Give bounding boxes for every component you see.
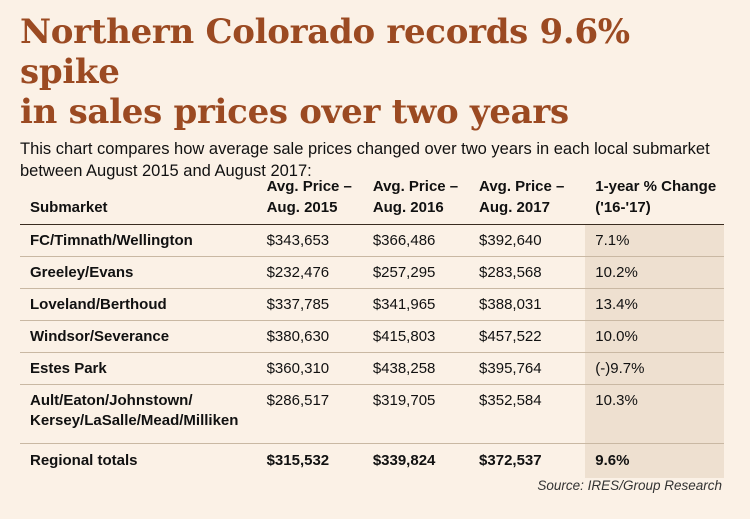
cell-price-2015: $360,310 [266,352,373,385]
cell-total-2017: $372,537 [479,443,586,478]
cell-change: 7.1% [585,224,724,257]
cell-total-change: 9.6% [585,443,724,478]
cell-price-2015: $380,630 [266,320,373,353]
cell-submarket: Loveland/Berthoud [20,288,267,321]
price-table: Submarket Avg. Price – Aug. 2015 Avg. Pr… [20,176,724,478]
cell-price-2015: $343,653 [266,224,373,257]
cell-price-2017: $457,522 [479,320,586,353]
cell-total-2016: $339,824 [372,443,480,478]
table-row: Greeley/Evans $232,476 $257,295 $283,568… [20,256,724,289]
cell-change: 10.2% [585,256,724,289]
cell-price-2015: $337,785 [266,288,373,321]
cell-price-2017: $388,031 [479,288,586,321]
header-aug-2017: Avg. Price – Aug. 2017 [479,176,586,225]
chart-subtitle: This chart compares how average sale pri… [20,138,726,182]
header-2015-line-2: Aug. 2015 [266,199,338,216]
header-2017-line-2: Aug. 2017 [479,199,550,216]
header-2016-line-2: Aug. 2016 [372,199,444,216]
source-note: Source: IRES/Group Research [537,478,722,493]
totals-row: Regional totals $315,532 $339,824 $372,5… [20,443,724,478]
cell-price-2016: $257,295 [372,256,480,289]
cell-price-2015: $286,517 [266,384,373,444]
header-1yr-change: 1-year % Change ('16-'17) [585,176,724,225]
cell-price-2016: $438,258 [372,352,480,385]
header-submarket-line-1: Submarket [30,199,108,216]
subtitle-line-2: between August 2015 and August 2017: [20,162,312,180]
table-row: Ault/Eaton/Johnstown/ Kersey/LaSalle/Mea… [20,384,724,444]
table-row: Loveland/Berthoud $337,785 $341,965 $388… [20,288,724,321]
cell-submarket: FC/Timnath/Wellington [20,224,267,257]
subtitle-line-1: This chart compares how average sale pri… [20,140,710,158]
cell-totals-label: Regional totals [20,443,267,478]
cell-price-2015: $232,476 [266,256,373,289]
cell-change: 10.3% [585,384,724,444]
cell-price-2016: $415,803 [372,320,480,353]
cell-submarket: Greeley/Evans [20,256,267,289]
cell-submarket-line-2: Kersey/LaSalle/Mead/Milliken [30,412,239,429]
cell-change: 13.4% [585,288,724,321]
cell-change: (-)9.7% [585,352,724,385]
cell-price-2016: $341,965 [372,288,480,321]
header-change-line-1: 1-year % Change [595,178,717,195]
cell-change: 10.0% [585,320,724,353]
title-line-2: in sales prices over two years [20,92,569,132]
title-line-1: Northern Colorado records 9.6% spike [20,12,630,92]
chart-title: Northern Colorado records 9.6% spike in … [20,12,726,132]
cell-total-2015: $315,532 [266,443,373,478]
table-row: Estes Park $360,310 $438,258 $395,764 (-… [20,352,724,385]
cell-submarket-line-1: Ault/Eaton/Johnstown/ [30,392,193,409]
table-row: FC/Timnath/Wellington $343,653 $366,486 … [20,224,724,257]
cell-price-2017: $283,568 [479,256,586,289]
header-2016-line-1: Avg. Price – [372,178,459,195]
cell-price-2016: $366,486 [372,224,480,257]
cell-submarket: Estes Park [20,352,267,385]
table-row: Windsor/Severance $380,630 $415,803 $457… [20,320,724,353]
cell-submarket: Ault/Eaton/Johnstown/ Kersey/LaSalle/Mea… [20,384,267,444]
cell-price-2017: $352,584 [479,384,586,444]
cell-price-2017: $395,764 [479,352,586,385]
cell-price-2016: $319,705 [372,384,480,444]
header-submarket: Submarket [20,176,267,225]
header-aug-2015: Avg. Price – Aug. 2015 [266,176,373,225]
cell-price-2017: $392,640 [479,224,586,257]
cell-submarket: Windsor/Severance [20,320,267,353]
header-2015-line-1: Avg. Price – [266,178,352,195]
header-aug-2016: Avg. Price – Aug. 2016 [372,176,480,225]
header-change-line-2: ('16-'17) [595,199,651,216]
header-2017-line-1: Avg. Price – [479,178,565,195]
header-row: Submarket Avg. Price – Aug. 2015 Avg. Pr… [20,176,724,225]
